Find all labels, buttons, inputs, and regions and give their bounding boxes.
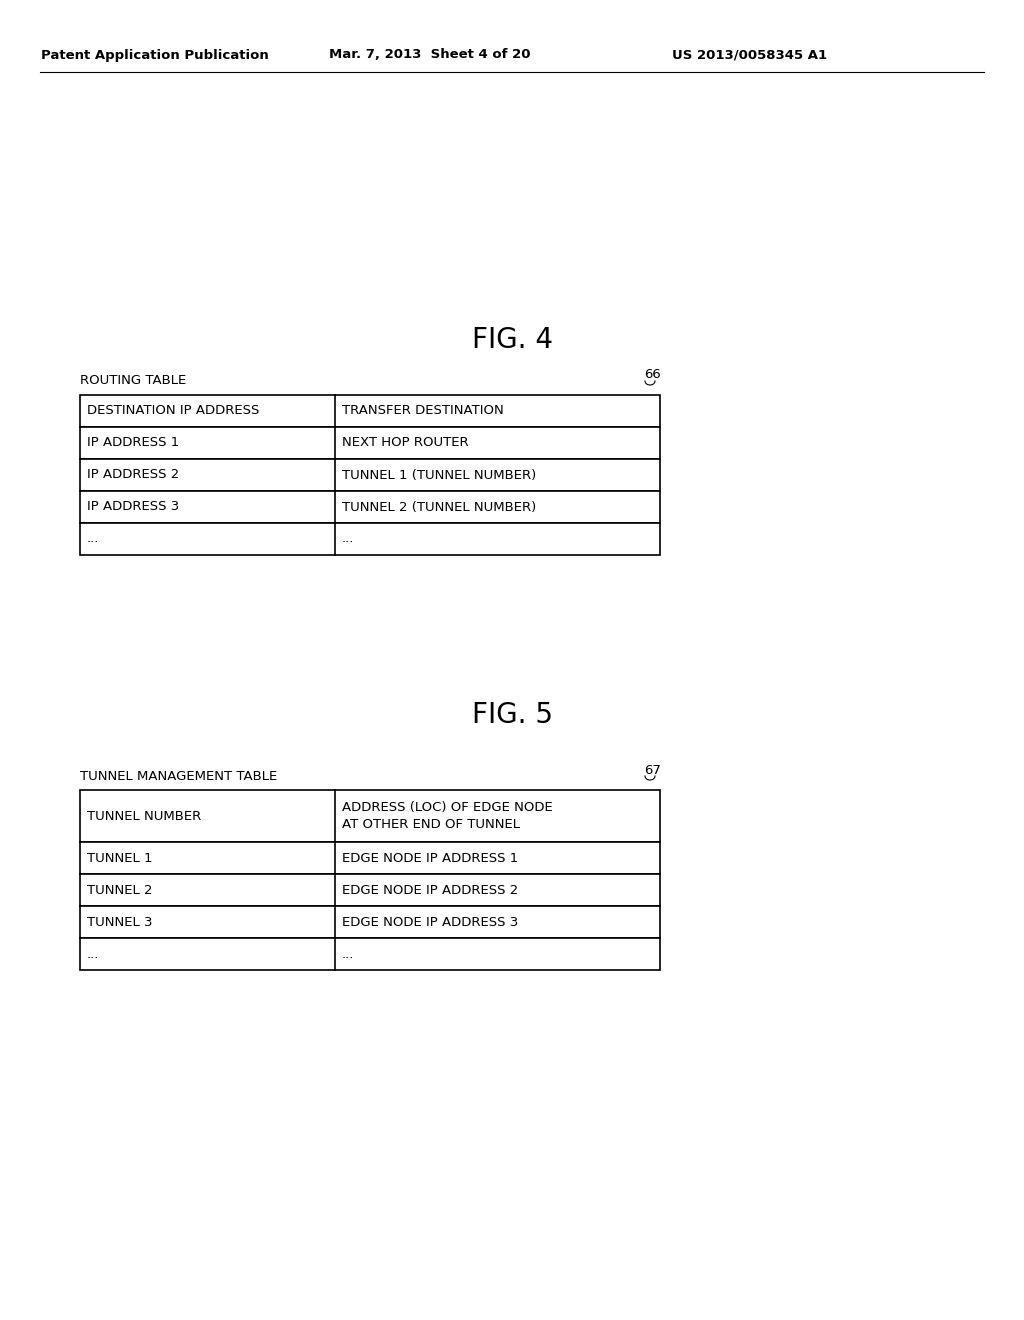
Text: ...: ... [87,948,99,961]
Text: TUNNEL 2: TUNNEL 2 [87,883,153,896]
Bar [80,395,660,426]
Text: EDGE NODE IP ADDRESS 3: EDGE NODE IP ADDRESS 3 [342,916,518,928]
Bar [80,459,660,491]
Text: 66: 66 [644,368,660,381]
Bar [80,491,660,523]
Text: TUNNEL 3: TUNNEL 3 [87,916,153,928]
Text: TUNNEL 2 (TUNNEL NUMBER): TUNNEL 2 (TUNNEL NUMBER) [342,500,537,513]
Bar [80,939,660,970]
Text: DESTINATION IP ADDRESS: DESTINATION IP ADDRESS [87,404,259,417]
Text: TRANSFER DESTINATION: TRANSFER DESTINATION [342,404,504,417]
Text: TUNNEL MANAGEMENT TABLE: TUNNEL MANAGEMENT TABLE [80,770,278,783]
Text: NEXT HOP ROUTER: NEXT HOP ROUTER [342,437,469,450]
Text: ROUTING TABLE: ROUTING TABLE [80,375,186,388]
Bar [80,523,660,554]
Text: ADDRESS (LOC) OF EDGE NODE
AT OTHER END OF TUNNEL: ADDRESS (LOC) OF EDGE NODE AT OTHER END … [342,801,553,832]
Text: 67: 67 [644,763,660,776]
Text: EDGE NODE IP ADDRESS 1: EDGE NODE IP ADDRESS 1 [342,851,518,865]
Bar [80,906,660,939]
Bar [80,874,660,906]
Text: Patent Application Publication: Patent Application Publication [41,49,269,62]
Text: IP ADDRESS 3: IP ADDRESS 3 [87,500,179,513]
Text: EDGE NODE IP ADDRESS 2: EDGE NODE IP ADDRESS 2 [342,883,518,896]
Bar [80,789,660,842]
Text: IP ADDRESS 2: IP ADDRESS 2 [87,469,179,482]
Text: FIG. 5: FIG. 5 [471,701,553,729]
Text: ...: ... [342,948,354,961]
Text: Mar. 7, 2013  Sheet 4 of 20: Mar. 7, 2013 Sheet 4 of 20 [330,49,530,62]
Text: US 2013/0058345 A1: US 2013/0058345 A1 [673,49,827,62]
Text: TUNNEL NUMBER: TUNNEL NUMBER [87,809,202,822]
Text: TUNNEL 1 (TUNNEL NUMBER): TUNNEL 1 (TUNNEL NUMBER) [342,469,537,482]
Bar [80,426,660,459]
Text: FIG. 4: FIG. 4 [471,326,553,354]
Text: IP ADDRESS 1: IP ADDRESS 1 [87,437,179,450]
Text: ...: ... [87,532,99,545]
Bar [80,842,660,874]
Text: ...: ... [342,532,354,545]
Text: TUNNEL 1: TUNNEL 1 [87,851,153,865]
